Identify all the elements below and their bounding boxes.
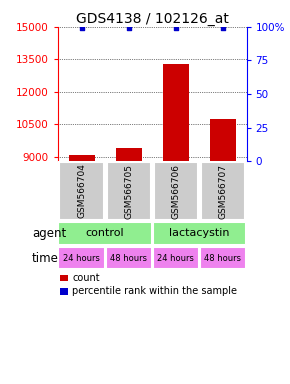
Text: lactacystin: lactacystin bbox=[169, 228, 230, 238]
Bar bbox=[116, 148, 142, 161]
Bar bbox=[60, 288, 68, 295]
Bar bbox=[106, 162, 151, 220]
Point bbox=[79, 25, 84, 31]
Text: 24 hours: 24 hours bbox=[63, 254, 100, 263]
Bar bbox=[69, 155, 95, 161]
Bar bbox=[153, 247, 199, 270]
Text: 48 hours: 48 hours bbox=[204, 254, 242, 263]
Point bbox=[173, 25, 178, 31]
Bar bbox=[210, 119, 236, 161]
Bar bbox=[59, 222, 152, 245]
Text: GSM566707: GSM566707 bbox=[218, 164, 227, 218]
Text: percentile rank within the sample: percentile rank within the sample bbox=[72, 286, 237, 296]
Bar bbox=[59, 162, 104, 220]
Text: time: time bbox=[32, 252, 59, 265]
Text: control: control bbox=[86, 228, 124, 238]
Text: count: count bbox=[72, 273, 100, 283]
Text: GSM566705: GSM566705 bbox=[124, 164, 133, 218]
Text: agent: agent bbox=[32, 227, 66, 240]
Bar bbox=[153, 222, 246, 245]
Bar bbox=[106, 247, 152, 270]
Bar bbox=[163, 64, 189, 161]
Bar bbox=[201, 162, 245, 220]
Text: GSM566706: GSM566706 bbox=[171, 164, 180, 218]
Point bbox=[126, 25, 131, 31]
Bar bbox=[59, 247, 105, 270]
Point bbox=[221, 25, 225, 31]
Text: 48 hours: 48 hours bbox=[110, 254, 147, 263]
Text: 24 hours: 24 hours bbox=[157, 254, 194, 263]
Bar bbox=[154, 162, 198, 220]
Bar bbox=[60, 275, 68, 281]
Bar bbox=[200, 247, 246, 270]
Text: GSM566704: GSM566704 bbox=[77, 164, 86, 218]
Title: GDS4138 / 102126_at: GDS4138 / 102126_at bbox=[76, 12, 229, 26]
